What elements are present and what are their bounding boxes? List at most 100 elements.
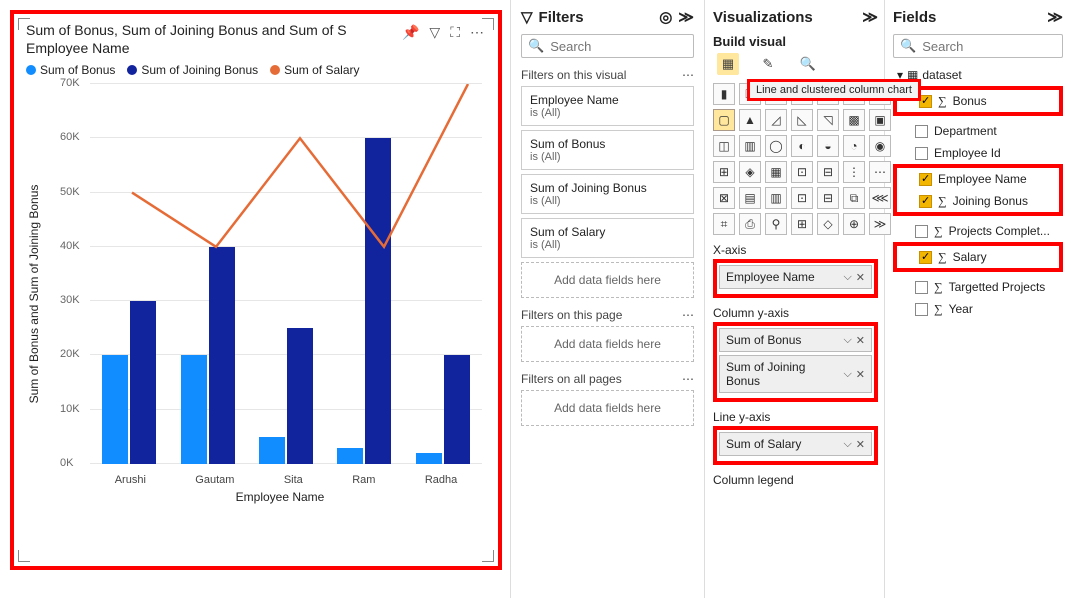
viz-type-icon[interactable]: ◒ — [817, 135, 839, 157]
checkbox[interactable] — [915, 303, 928, 316]
viz-type-icon[interactable]: ⋯ — [869, 161, 891, 183]
filter-card[interactable]: Sum of Joining Bonusis (All) — [521, 174, 694, 214]
filters-dropzone[interactable]: Add data fields here — [521, 326, 694, 362]
field-row[interactable]: ∑Year — [893, 298, 1063, 320]
field-well-item[interactable]: Employee Name⌵✕ — [719, 265, 872, 289]
filters-page-header: Filters on this page — [521, 308, 622, 322]
search-icon: 🔍 — [900, 38, 916, 54]
legend-item[interactable]: Sum of Joining Bonus — [127, 63, 258, 77]
viz-type-icon[interactable]: ⊞ — [791, 213, 813, 235]
filters-dropzone[interactable]: Add data fields here — [521, 262, 694, 298]
viz-type-icon[interactable]: ◹ — [817, 109, 839, 131]
viz-type-icon[interactable]: ▤ — [739, 187, 761, 209]
viz-type-icon[interactable]: ▮ — [713, 83, 735, 105]
viz-type-icon[interactable]: ⊠ — [713, 187, 735, 209]
viz-type-icon[interactable]: ◈ — [739, 161, 761, 183]
legend-item[interactable]: Sum of Bonus — [26, 63, 115, 77]
collapse-icon[interactable]: ≫ — [678, 8, 694, 26]
viz-type-icon[interactable]: ⋮ — [843, 161, 865, 183]
viz-type-icon[interactable]: ⧉ — [843, 187, 865, 209]
filters-search-input[interactable] — [550, 39, 687, 54]
checkbox[interactable] — [919, 95, 932, 108]
viz-type-icon[interactable]: ⊟ — [817, 161, 839, 183]
bar-group[interactable] — [176, 247, 239, 464]
more-icon[interactable]: ⋯ — [682, 68, 694, 82]
viz-type-icon[interactable]: ▥ — [739, 135, 761, 157]
field-row[interactable]: Department — [893, 120, 1063, 142]
filter-icon[interactable]: ▽ — [429, 24, 440, 41]
viz-subtitle: Build visual — [713, 34, 878, 49]
filters-search[interactable]: 🔍 — [521, 34, 694, 58]
viz-type-icon[interactable]: ▥ — [765, 187, 787, 209]
filter-card[interactable]: Employee Nameis (All) — [521, 86, 694, 126]
viz-tooltip: Line and clustered column chart — [747, 79, 921, 101]
field-row[interactable]: Employee Name — [897, 168, 1059, 190]
viz-type-icon[interactable]: ▣ — [869, 109, 891, 131]
viz-type-icon[interactable]: ⊟ — [817, 187, 839, 209]
viz-type-icon[interactable]: ⊞ — [713, 161, 735, 183]
x-tick-label: Sita — [284, 474, 303, 486]
viz-type-icon[interactable]: ≫ — [869, 213, 891, 235]
field-row[interactable]: Employee Id — [893, 142, 1063, 164]
field-well-item[interactable]: Sum of Joining Bonus⌵✕ — [719, 355, 872, 393]
checkbox[interactable] — [915, 281, 928, 294]
checkbox[interactable] — [915, 125, 928, 138]
viz-type-icon[interactable]: ◯ — [765, 135, 787, 157]
viz-type-icon[interactable]: ◇ — [817, 213, 839, 235]
viz-type-icon[interactable]: ⊡ — [791, 187, 813, 209]
viz-type-icon[interactable]: ⌗ — [713, 213, 735, 235]
collapse-icon[interactable]: ≫ — [1047, 8, 1063, 26]
filters-dropzone[interactable]: Add data fields here — [521, 390, 694, 426]
viz-type-icon[interactable]: ▩ — [843, 109, 865, 131]
analytics-tab[interactable]: 🔍 — [797, 53, 819, 75]
viz-type-icon[interactable]: ⋘ — [869, 187, 891, 209]
field-well-item[interactable]: Sum of Bonus⌵✕ — [719, 328, 872, 352]
field-row[interactable]: ∑Salary — [897, 246, 1059, 268]
viz-type-icon[interactable]: ◉ — [869, 135, 891, 157]
pin-icon[interactable]: 📌 — [402, 24, 419, 41]
bar-group[interactable] — [411, 355, 474, 464]
more-icon[interactable]: ⋯ — [682, 308, 694, 322]
field-row[interactable]: ∑Targetted Projects — [893, 276, 1063, 298]
viz-type-icon[interactable]: ▲ — [739, 109, 761, 131]
focus-icon[interactable]: ⛶ — [450, 24, 460, 41]
checkbox[interactable] — [915, 225, 928, 238]
field-row[interactable]: ∑Projects Complet... — [893, 220, 1063, 242]
checkbox[interactable] — [919, 173, 932, 186]
more-icon[interactable]: ⋯ — [470, 24, 484, 41]
viz-type-icon[interactable]: ◺ — [791, 109, 813, 131]
bar-group[interactable] — [98, 301, 161, 464]
viz-type-icon[interactable]: ◫ — [713, 135, 735, 157]
filter-card[interactable]: Sum of Bonusis (All) — [521, 130, 694, 170]
collapse-icon[interactable]: ≫ — [862, 8, 878, 26]
checkbox[interactable] — [919, 195, 932, 208]
viz-type-icon[interactable]: ◐ — [791, 135, 813, 157]
viz-type-icon[interactable]: ◔ — [843, 135, 865, 157]
filter-card[interactable]: Sum of Salaryis (All) — [521, 218, 694, 258]
field-row[interactable]: ∑Joining Bonus — [897, 190, 1059, 212]
well-liney-label: Line y-axis — [713, 410, 878, 424]
fields-search-input[interactable] — [922, 39, 1056, 54]
viz-type-icon[interactable]: ⊕ — [843, 213, 865, 235]
more-icon[interactable]: ⋯ — [682, 372, 694, 386]
bar-group[interactable] — [255, 328, 318, 464]
table-node[interactable]: ▾ ▦ dataset — [897, 68, 1063, 82]
checkbox[interactable] — [919, 251, 932, 264]
format-tab[interactable]: ✎ — [757, 53, 779, 75]
viz-type-icon[interactable]: ▦ — [765, 161, 787, 183]
fields-search[interactable]: 🔍 — [893, 34, 1063, 58]
legend-item[interactable]: Sum of Salary — [270, 63, 359, 77]
y-axis-title: Sum of Bonus and Sum of Joining Bonus — [27, 185, 41, 404]
field-well-item[interactable]: Sum of Salary⌵✕ — [719, 432, 872, 456]
viz-type-icon[interactable]: ⊡ — [791, 161, 813, 183]
chart-visual[interactable]: 📌 ▽ ⛶ ⋯ Sum of Bonus, Sum of Joining Bon… — [10, 10, 502, 570]
field-row[interactable]: ∑Bonus — [897, 90, 1059, 112]
viz-type-icon[interactable]: ⚲ — [765, 213, 787, 235]
checkbox[interactable] — [915, 147, 928, 160]
build-tab[interactable]: ▦ — [717, 53, 739, 75]
bar-group[interactable] — [333, 138, 396, 464]
viz-type-icon[interactable]: ⎙ — [739, 213, 761, 235]
eye-icon[interactable]: ◎ — [659, 8, 672, 26]
viz-type-icon[interactable]: ◿ — [765, 109, 787, 131]
viz-type-icon[interactable]: ▢ — [713, 109, 735, 131]
